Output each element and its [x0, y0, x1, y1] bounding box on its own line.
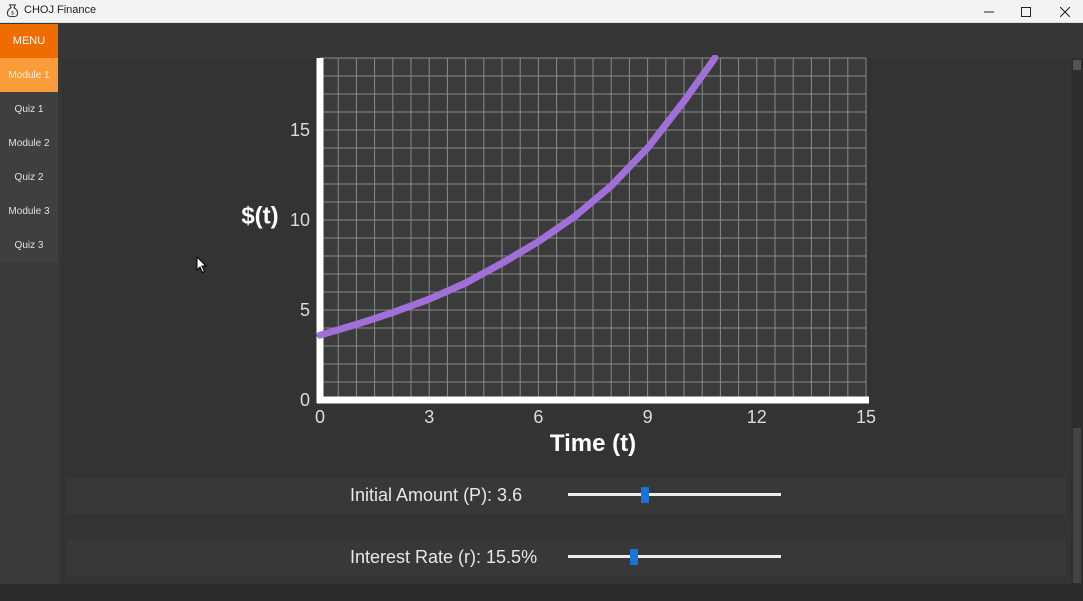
maximize-icon: [1021, 6, 1031, 17]
y-tick-label: 0: [300, 390, 310, 410]
maximize-button[interactable]: [1007, 0, 1045, 23]
growth-curve-line: [316, 55, 719, 339]
x-axis-label: Time (t): [550, 430, 636, 457]
minimize-icon: [984, 11, 994, 12]
y-tick-label: 5: [300, 300, 310, 320]
rate-slider-track[interactable]: [568, 549, 781, 565]
sidebar-item-quiz-2[interactable]: Quiz 2: [14, 171, 44, 183]
x-tick-label: 6: [533, 407, 543, 427]
sidebar-item-quiz-3[interactable]: Quiz 3: [14, 239, 44, 251]
scrollbar-thumb[interactable]: [1073, 428, 1081, 583]
sidebar-item-quiz-1[interactable]: Quiz 1: [14, 103, 44, 115]
compound-interest-chart: 0 3 6 9 12 15 0 5 10 15 Time (t) $(t): [241, 55, 876, 457]
title-bar: $ CHOJ Finance: [0, 0, 1083, 23]
x-tick-label: 12: [747, 407, 767, 427]
sidebar-item-module-2[interactable]: Module 2: [8, 137, 50, 149]
svg-text:$: $: [11, 11, 15, 17]
rate-label: Interest Rate (r): 15.5%: [350, 547, 538, 567]
x-tick-label: 15: [856, 407, 876, 427]
mouse-cursor-icon: [196, 256, 208, 274]
y-tick-label: 10: [290, 210, 310, 230]
close-button[interactable]: [1046, 0, 1083, 23]
y-tick-label: 15: [290, 120, 310, 140]
rate-slider-thumb[interactable]: [630, 549, 639, 565]
sidebar-background: [0, 262, 58, 584]
scroll-up-arrow[interactable]: [1073, 60, 1081, 70]
x-tick-label: 9: [643, 407, 653, 427]
sidebar: Module 1 Quiz 1 Module 2 Quiz 2 Module 3…: [0, 58, 58, 262]
principal-slider-row: [66, 478, 1066, 514]
sidebar-item-module-1[interactable]: Module 1: [0, 58, 58, 92]
principal-slider-thumb[interactable]: [640, 487, 649, 503]
y-axis-label: $(t): [241, 203, 278, 230]
principal-slider-track[interactable]: [568, 487, 781, 503]
rate-slider-row: [66, 540, 1066, 576]
menu-button[interactable]: MENU: [0, 24, 58, 58]
window-title: CHOJ Finance: [24, 4, 97, 16]
principal-label: Initial Amount (P): 3.6: [350, 485, 523, 505]
x-tick-label: 0: [315, 407, 325, 427]
bottom-bar: [0, 584, 1083, 601]
sidebar-item-module-3[interactable]: Module 3: [8, 205, 50, 217]
minimize-button[interactable]: [970, 0, 1008, 23]
x-tick-label: 3: [424, 407, 434, 427]
money-bag-icon: $: [6, 4, 19, 18]
close-icon: [1060, 6, 1070, 17]
